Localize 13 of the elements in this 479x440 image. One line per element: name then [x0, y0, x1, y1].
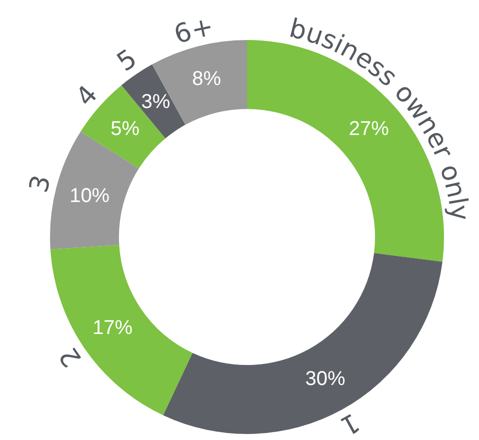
- slice-label: 5: [112, 44, 143, 78]
- slice-label: 4: [70, 80, 104, 112]
- slice-label: 6+: [170, 12, 216, 51]
- slice-label: 1: [335, 406, 364, 440]
- data-label: 5%: [110, 118, 140, 140]
- slice-label: 3: [24, 172, 58, 196]
- data-label: 3%: [141, 91, 170, 114]
- data-label: 10%: [70, 185, 110, 208]
- data-label: 27%: [348, 118, 390, 140]
- slice-label: 2: [54, 341, 88, 372]
- data-label: 17%: [92, 316, 133, 339]
- data-label: 30%: [305, 368, 346, 390]
- data-label: 8%: [192, 68, 222, 90]
